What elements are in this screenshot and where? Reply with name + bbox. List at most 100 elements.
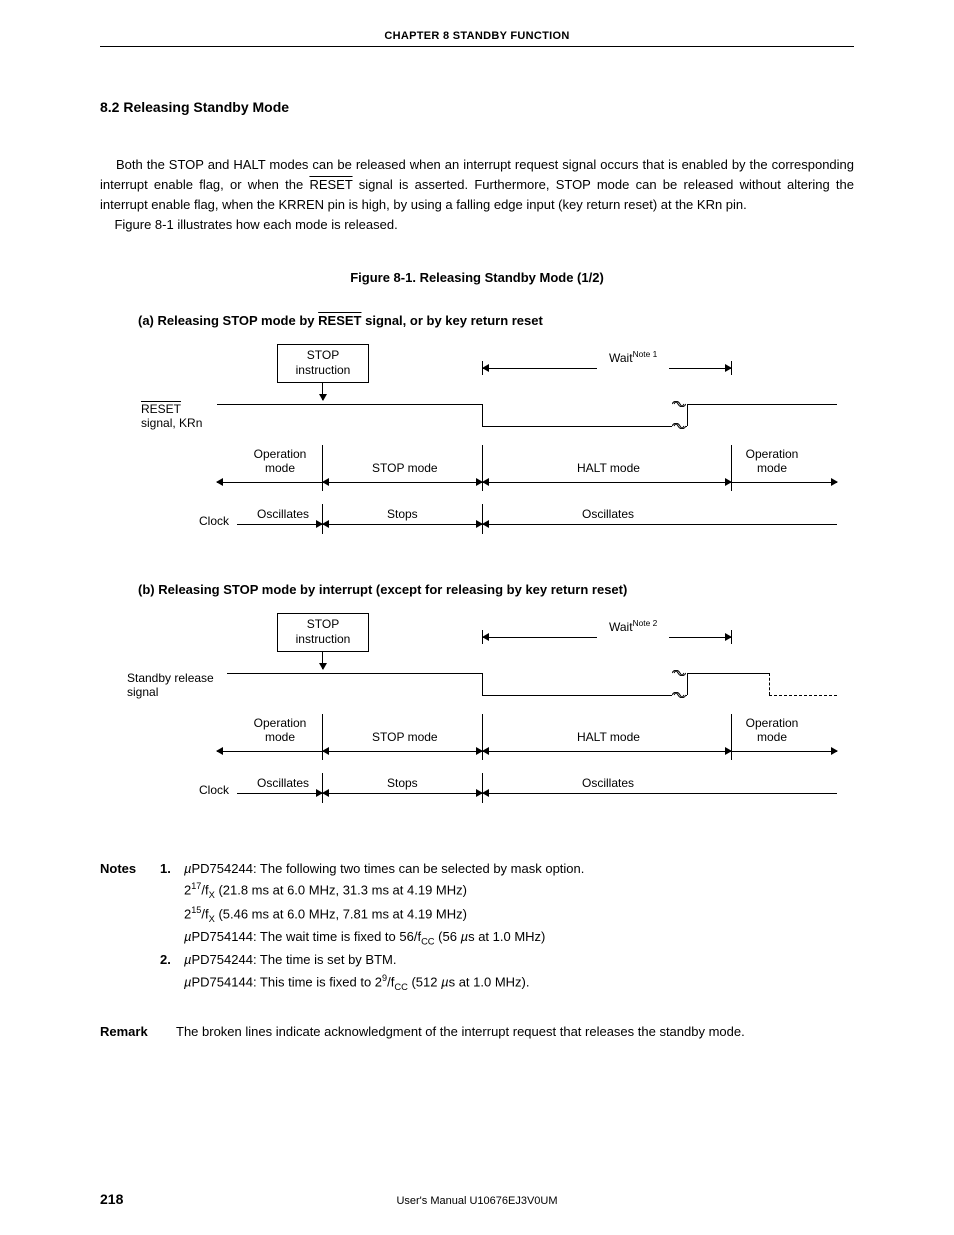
n1l1: PD754244: The following two times can be… <box>192 861 585 876</box>
ct2 <box>482 504 483 534</box>
wait-text-b: Wait <box>609 620 633 634</box>
note-1-line1: Notes 1. µPD754244: The following two ti… <box>100 859 854 880</box>
stop-instruction-label: STOP instruction <box>296 348 351 377</box>
sub-a-pre: (a) Releasing STOP mode by <box>138 313 318 328</box>
diagram-a: STOP instruction WaitNote 1 RESET signal… <box>117 344 837 554</box>
sr-dash-h <box>769 695 837 696</box>
mt1b <box>322 714 323 760</box>
wait-label-b: WaitNote 2 <box>609 618 657 634</box>
mu-3: µ <box>461 929 469 944</box>
op-mode-r-text: Operation mode <box>746 447 799 475</box>
halt-mode-b: HALT mode <box>577 730 640 744</box>
subtitle-a: (a) Releasing STOP mode by RESET signal,… <box>138 313 854 328</box>
para2: Figure 8-1 illustrates how each mode is … <box>114 217 397 232</box>
reset-wave-2 <box>482 404 483 426</box>
wait-arrow-left <box>483 368 597 369</box>
note-1-line3: 215/fX (5.46 ms at 6.0 MHz, 7.81 ms at 4… <box>100 903 854 927</box>
wait-note2: Note 2 <box>633 618 658 628</box>
mode-arr-1b <box>217 751 322 752</box>
remark-label: Remark <box>100 1024 176 1039</box>
break-mark-bot-b <box>672 688 686 702</box>
reset-wave-4 <box>687 404 688 426</box>
ct1 <box>322 504 323 534</box>
section-title: 8.2 Releasing Standby Mode <box>100 99 854 115</box>
clk-ar2b <box>323 793 482 794</box>
n1l2: 217/fX (21.8 ms at 6.0 MHz, 31.3 ms at 4… <box>184 879 854 903</box>
sr-dash-v <box>769 673 770 695</box>
osc-r-b: Oscillates <box>582 776 634 790</box>
reset-signal-label: RESET signal, KRn <box>141 402 202 430</box>
note-1-text1: µPD754244: The following two times can b… <box>184 859 854 880</box>
n2l1: µPD754244: The time is set by BTM. <box>184 950 854 971</box>
mt3 <box>731 445 732 491</box>
op-mode-l: Operation mode <box>245 447 315 475</box>
break-mark-bot <box>672 419 686 433</box>
mu-2: µ <box>184 929 192 944</box>
clock-label: Clock <box>199 514 229 528</box>
sr-wf1 <box>227 673 482 674</box>
note-1-line4: µPD754144: The wait time is fixed to 56/… <box>100 927 854 950</box>
mt3b <box>731 714 732 760</box>
sr-wf3 <box>482 695 687 696</box>
n2l2: µPD754144: This time is fixed to 29/fCC … <box>184 971 854 995</box>
sr-wf5 <box>687 673 769 674</box>
op-mode-r: Operation mode <box>737 447 807 475</box>
stop-mode-b: STOP mode <box>372 730 438 744</box>
mu-1: µ <box>184 861 192 876</box>
n1l3p: (5.46 ms at 6.0 MHz, 7.81 ms at 4.19 MHz… <box>215 907 467 922</box>
stops-b: Stops <box>387 776 418 790</box>
note-2-num: 2. <box>160 950 184 971</box>
standby-release-label: Standby release signal <box>127 671 214 699</box>
wait-text: Wait <box>609 351 633 365</box>
subtitle-b: (b) Releasing STOP mode by interrupt (ex… <box>138 582 854 597</box>
mode-arr-2 <box>323 482 482 483</box>
mode-arr-4b <box>732 751 837 752</box>
op-mode-l-b: Operation mode <box>245 716 315 744</box>
sub-a-reset: RESET <box>318 313 361 328</box>
wait-tick-l-b <box>482 630 483 644</box>
clk-ar3b <box>483 793 503 794</box>
sr-wf2 <box>482 673 483 695</box>
n1l4e: s at 1.0 MHz) <box>468 929 545 944</box>
op-mode-l-text: Operation mode <box>254 447 307 475</box>
clk-ar3 <box>483 524 503 525</box>
mode-arr-2b <box>323 751 482 752</box>
n1l4: µPD754144: The wait time is fixed to 56/… <box>184 927 854 950</box>
n1l3m: /f <box>201 907 208 922</box>
mu-5: µ <box>184 974 192 989</box>
op-mode-r-b: Operation mode <box>737 716 807 744</box>
paragraph-1: Both the STOP and HALT modes can be rele… <box>100 155 854 236</box>
n1l2m: /f <box>201 883 208 898</box>
mu-6: µ <box>441 974 449 989</box>
clk-ar1 <box>307 524 322 525</box>
mode-arr-1 <box>217 482 322 483</box>
doc-code: User's Manual U10676EJ3V0UM <box>0 1195 954 1207</box>
wait-note1: Note 1 <box>633 349 658 359</box>
mode-arr-3b <box>483 751 731 752</box>
n1l2s: 17 <box>191 881 201 891</box>
halt-mode: HALT mode <box>577 461 640 475</box>
reset-overline: RESET <box>141 402 181 416</box>
stop-instruction-box: STOP instruction <box>277 344 369 383</box>
break-mark-top <box>672 397 686 411</box>
stops: Stops <box>387 507 418 521</box>
break-mark-top-b <box>672 666 686 680</box>
stop-instruction-label-b: STOP instruction <box>296 617 351 646</box>
op-mode-r-text-b: Operation mode <box>746 716 799 744</box>
n2l2a: PD754144: This time is fixed to 2 <box>192 974 383 989</box>
mt1 <box>322 445 323 491</box>
clk-ar2 <box>323 524 482 525</box>
op-mode-l-text-b: Operation mode <box>254 716 307 744</box>
clock-label-b: Clock <box>199 783 229 797</box>
wait-arrow-left-b <box>483 637 597 638</box>
note-2-line1: 2. µPD754244: The time is set by BTM. <box>100 950 854 971</box>
para1-reset: RESET <box>309 177 352 192</box>
n2l2p: (512 <box>408 974 441 989</box>
n2l1t: PD754244: The time is set by BTM. <box>192 952 397 967</box>
remark-block: Remark The broken lines indicate acknowl… <box>100 1024 854 1039</box>
stop-instruction-box-b: STOP instruction <box>277 613 369 652</box>
wait-label: WaitNote 1 <box>609 349 657 365</box>
mt2 <box>482 445 483 491</box>
sub-a-post: signal, or by key return reset <box>361 313 542 328</box>
mode-arr-3 <box>483 482 731 483</box>
